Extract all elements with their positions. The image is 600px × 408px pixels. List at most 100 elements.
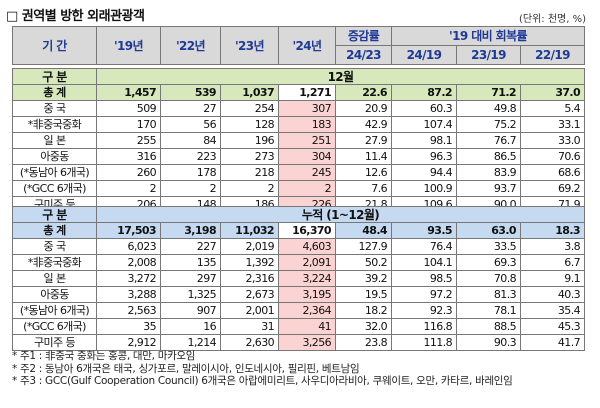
- cell-value: 81.3: [456, 286, 521, 303]
- cell-value: 27: [160, 100, 221, 117]
- table-row: 일 본 255 84 196 251 27.9 98.1 76.7 33.0: [12, 132, 586, 149]
- cell-value: 251: [278, 132, 336, 149]
- cell-value: 128: [220, 116, 279, 133]
- section-label: 구 분: [12, 68, 97, 85]
- row-label: 총 계: [12, 84, 97, 101]
- cell-value: 22.6: [335, 84, 392, 101]
- cell-value: 48.4: [335, 222, 392, 239]
- cell-value: 40.3: [520, 286, 585, 303]
- table-row: 구미주 등 2,912 1,214 2,630 3,256 23.8 111.8 90.3 41…: [12, 334, 585, 351]
- cell-value: 93.5: [391, 222, 457, 239]
- cell-value: 1,271: [278, 84, 336, 101]
- cell-value: 98.5: [391, 270, 457, 287]
- cell-value: 50.2: [335, 254, 392, 271]
- cell-value: 135: [160, 254, 221, 271]
- cell-value: 35: [96, 318, 161, 335]
- cell-value: 100.9: [391, 180, 457, 197]
- row-label: 중 국: [12, 238, 97, 255]
- cell-value: 2: [160, 180, 221, 197]
- cell-value: 1,325: [160, 286, 221, 303]
- row-label: *非중국중화: [12, 254, 97, 271]
- cell-value: 71.2: [456, 84, 521, 101]
- table-row: 총 계 17,503 3,198 11,032 16,370 48.4 93.5 63.0 18…: [12, 222, 585, 239]
- row-label: 일 본: [12, 132, 97, 149]
- row-label: (*GCC 6개국): [12, 318, 97, 335]
- cell-value: 12.6: [335, 164, 392, 181]
- cell-value: 260: [96, 164, 161, 181]
- cell-value: 41: [278, 318, 336, 335]
- cell-value: 2: [278, 180, 336, 197]
- cell-value: 104.1: [391, 254, 457, 271]
- period-header: 기 간: [12, 26, 97, 65]
- cell-value: 6,023: [96, 238, 161, 255]
- cell-value: 1,214: [160, 334, 221, 351]
- cell-value: 178: [160, 164, 221, 181]
- cell-value: 2,673: [220, 286, 279, 303]
- cell-value: 223: [160, 148, 221, 165]
- recovery-header: '19 대비 회복률: [390, 26, 586, 46]
- cell-value: 11.4: [335, 148, 392, 165]
- cell-value: 90.3: [456, 334, 521, 351]
- cell-value: 42.9: [335, 116, 392, 133]
- cell-value: 70.6: [519, 148, 586, 165]
- row-label: *非중국중화: [12, 116, 97, 133]
- footnote: * 주2 : 동남아 6개국은 태국, 싱가포르, 말레이시아, 인도네시아, …: [12, 362, 360, 375]
- cell-value: 3,288: [96, 286, 161, 303]
- table-row: 아중동 316 223 273 304 11.4 96.3 86.5 70.6: [12, 148, 586, 165]
- table-row: 중 국 6,023 227 2,019 4,603 127.9 76.4 33.5 3.8: [12, 238, 585, 255]
- cell-value: 49.8: [456, 100, 521, 117]
- cell-value: 3,198: [160, 222, 221, 239]
- unit-label: (단위: 천명, %): [518, 14, 586, 25]
- cell-value: 70.8: [456, 270, 521, 287]
- cell-value: 68.6: [519, 164, 586, 181]
- cell-value: 19.5: [335, 286, 392, 303]
- cell-value: 23.8: [335, 334, 392, 351]
- cell-value: 5.4: [519, 100, 586, 117]
- cell-value: 9.1: [520, 270, 585, 287]
- cell-value: 2,912: [96, 334, 161, 351]
- section-label: 구 분: [12, 206, 97, 223]
- cell-value: 3,195: [278, 286, 336, 303]
- cell-value: 60.3: [391, 100, 457, 117]
- cell-value: 84: [160, 132, 221, 149]
- cell-value: 17,503: [96, 222, 161, 239]
- cell-value: 2,364: [278, 302, 336, 319]
- growth-subheader: 24/23: [335, 45, 392, 65]
- table-row: (*동남아 6개국) 260 178 218 245 12.6 94.4 83.9 68.6: [12, 164, 586, 181]
- row-label: 중 국: [12, 100, 97, 117]
- cell-value: 16: [160, 318, 221, 335]
- cell-value: 2,316: [220, 270, 279, 287]
- cell-value: 11,032: [220, 222, 279, 239]
- cell-value: 316: [96, 148, 161, 165]
- cell-value: 96.3: [391, 148, 457, 165]
- cell-value: 88.5: [456, 318, 521, 335]
- cell-value: 45.3: [520, 318, 585, 335]
- footnote: * 주3 : GCC(Gulf Cooperation Council) 6개국…: [12, 375, 513, 387]
- cell-value: 2,630: [220, 334, 279, 351]
- cell-value: 3,224: [278, 270, 336, 287]
- cell-value: 35.4: [520, 302, 585, 319]
- cell-value: 18.3: [520, 222, 585, 239]
- year-header: '22년: [160, 26, 221, 65]
- cell-value: 2,019: [220, 238, 279, 255]
- cell-value: 92.3: [391, 302, 457, 319]
- row-label: 구미주 등: [12, 334, 97, 351]
- cell-value: 86.5: [456, 148, 521, 165]
- cell-value: 69.3: [456, 254, 521, 271]
- section-title: 12월: [95, 68, 586, 85]
- cell-value: 2,091: [278, 254, 336, 271]
- cell-value: 254: [220, 100, 279, 117]
- cell-value: 98.1: [391, 132, 457, 149]
- recovery-subheader: 24/19: [391, 45, 457, 65]
- cell-value: 307: [278, 100, 336, 117]
- year-header: '24년: [278, 26, 336, 65]
- cell-value: 3.8: [520, 238, 585, 255]
- cell-value: 7.6: [335, 180, 392, 197]
- cell-value: 76.7: [456, 132, 521, 149]
- cell-value: 33.1: [519, 116, 586, 133]
- cell-value: 127.9: [335, 238, 392, 255]
- cell-value: 907: [160, 302, 221, 319]
- row-label: 일 본: [12, 270, 97, 287]
- cell-value: 3,272: [96, 270, 161, 287]
- cell-value: 56: [160, 116, 221, 133]
